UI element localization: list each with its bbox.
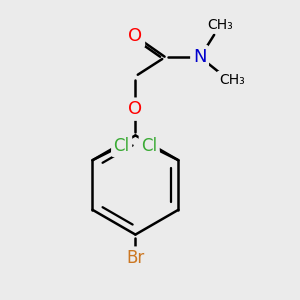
Text: O: O [128, 100, 142, 118]
Text: N: N [193, 48, 206, 66]
Text: Br: Br [126, 249, 145, 267]
Text: Cl: Cl [114, 136, 130, 154]
Text: CH₃: CH₃ [207, 18, 233, 32]
Text: CH₃: CH₃ [219, 73, 244, 87]
Text: Cl: Cl [141, 136, 157, 154]
Text: O: O [128, 27, 142, 45]
